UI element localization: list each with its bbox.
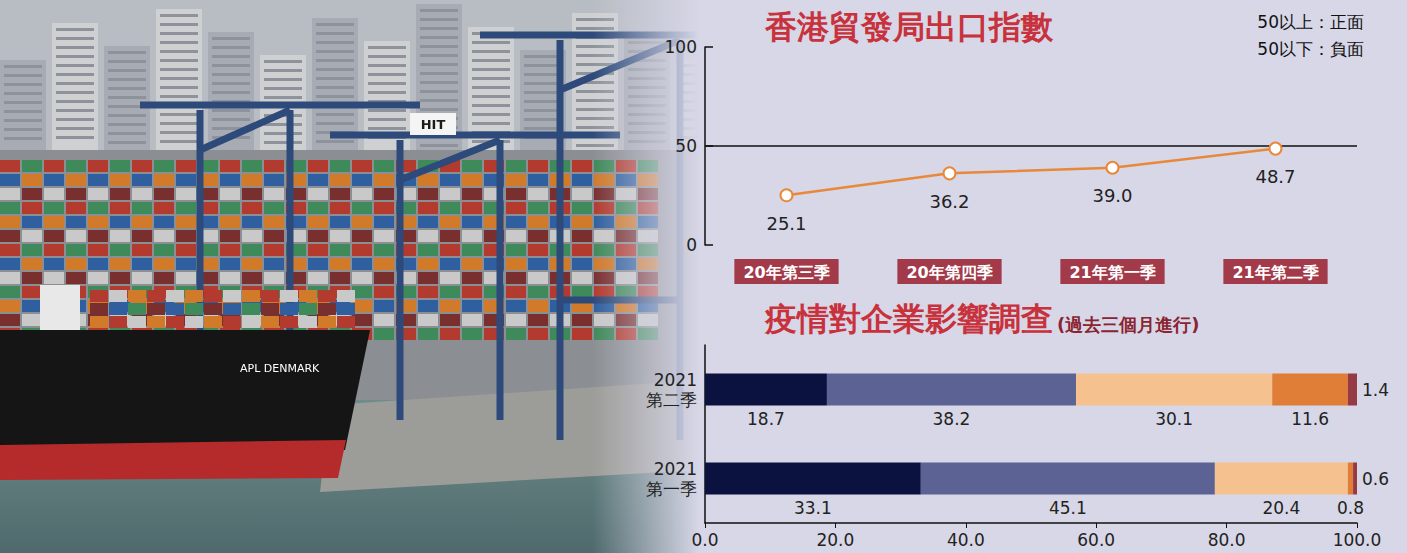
svg-text:0.6: 0.6 — [1362, 469, 1389, 489]
svg-text:1.4: 1.4 — [1362, 380, 1389, 400]
svg-text:2021: 2021 — [654, 459, 697, 479]
svg-text:20年第三季: 20年第三季 — [743, 263, 829, 282]
svg-text:100.0: 100.0 — [1333, 530, 1382, 550]
svg-text:2021: 2021 — [654, 370, 697, 390]
svg-text:第一季: 第一季 — [646, 479, 697, 499]
svg-text:21年第一季: 21年第一季 — [1069, 263, 1155, 282]
svg-text:50以上：正面: 50以上：正面 — [1257, 12, 1364, 32]
svg-text:HIT: HIT — [421, 117, 446, 132]
svg-text:33.1: 33.1 — [794, 498, 832, 518]
svg-text:0.0: 0.0 — [691, 530, 718, 550]
svg-text:第二季: 第二季 — [646, 390, 697, 410]
svg-text:25.1: 25.1 — [766, 213, 806, 234]
svg-text:45.1: 45.1 — [1049, 498, 1087, 518]
svg-text:30.1: 30.1 — [1155, 409, 1193, 429]
svg-text:36.2: 36.2 — [929, 191, 969, 212]
svg-text:疫情對企業影響調查: 疫情對企業影響調查 — [764, 300, 1053, 338]
svg-text:0: 0 — [686, 235, 697, 255]
svg-text:香港貿發局出口指數: 香港貿發局出口指數 — [764, 8, 1054, 46]
svg-text:50: 50 — [675, 136, 697, 156]
svg-text:0.8: 0.8 — [1337, 498, 1364, 518]
svg-text:40.0: 40.0 — [947, 530, 985, 550]
svg-text:20.0: 20.0 — [816, 530, 854, 550]
svg-text:38.2: 38.2 — [933, 409, 971, 429]
svg-text:18.7: 18.7 — [747, 409, 785, 429]
svg-text:20.4: 20.4 — [1262, 498, 1300, 518]
svg-text:100: 100 — [665, 37, 697, 57]
svg-text:39.0: 39.0 — [1092, 185, 1132, 206]
svg-text:50以下：負面: 50以下：負面 — [1257, 39, 1364, 59]
svg-text:48.7: 48.7 — [1255, 166, 1295, 187]
svg-text:60.0: 60.0 — [1077, 530, 1115, 550]
svg-text:80.0: 80.0 — [1208, 530, 1246, 550]
svg-text:(過去三個月進行): (過去三個月進行) — [1057, 314, 1199, 335]
svg-text:APL DENMARK: APL DENMARK — [240, 362, 320, 375]
svg-text:11.6: 11.6 — [1291, 409, 1329, 429]
svg-text:21年第二季: 21年第二季 — [1232, 263, 1318, 282]
svg-text:20年第四季: 20年第四季 — [906, 263, 992, 282]
